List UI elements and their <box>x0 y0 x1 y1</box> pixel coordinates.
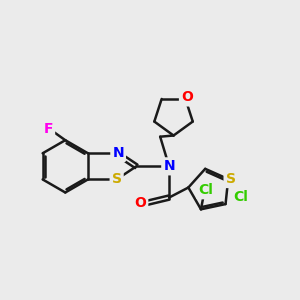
Text: F: F <box>44 122 53 136</box>
Text: Cl: Cl <box>198 183 213 197</box>
Text: S: S <box>112 172 122 186</box>
Text: N: N <box>163 159 175 173</box>
Text: N: N <box>112 146 124 160</box>
Text: O: O <box>134 196 146 210</box>
Text: Cl: Cl <box>233 190 248 204</box>
Text: O: O <box>181 91 193 104</box>
Text: S: S <box>226 172 236 186</box>
